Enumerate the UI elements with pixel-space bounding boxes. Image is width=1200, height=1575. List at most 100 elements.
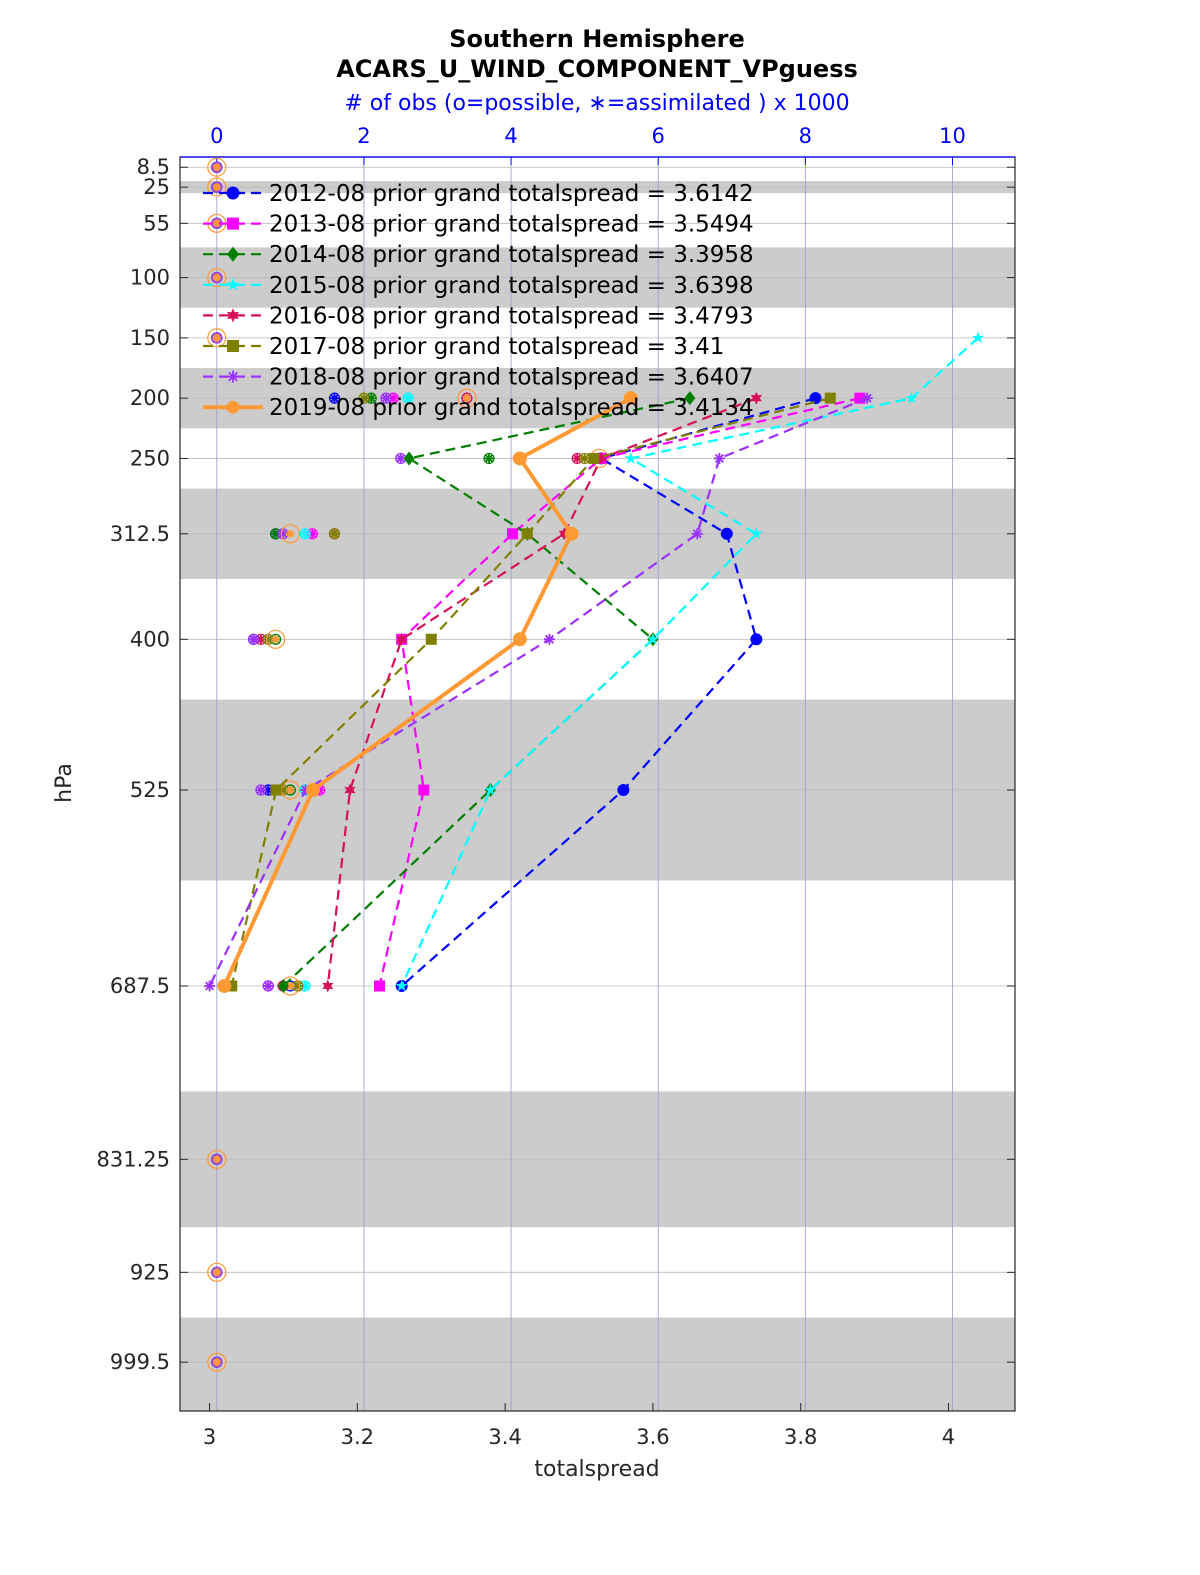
data-point (854, 392, 866, 404)
y-tick-label: 250 (130, 446, 170, 470)
x-tick-label: 4 (942, 1425, 955, 1449)
obs-assimilated-marker (212, 163, 221, 172)
obs-possible-marker (280, 524, 300, 544)
obs-possible-marker (358, 392, 370, 404)
obs-possible-marker (207, 1149, 227, 1169)
obs-possible-marker (207, 328, 227, 348)
legend-marker (227, 246, 239, 262)
chart-subtitle: ACARS_U_WIND_COMPONENT_VPguess (336, 55, 858, 83)
obs-possible-marker (299, 528, 311, 540)
legend-marker (227, 217, 239, 230)
series-line (230, 397, 831, 987)
obs-possible-marker (328, 392, 341, 404)
data-point (617, 784, 630, 797)
obs-possible-marker (211, 271, 223, 284)
data-point (277, 978, 289, 993)
top-tick-label: 2 (357, 124, 370, 148)
legend-marker (226, 186, 240, 200)
data-point (344, 783, 356, 797)
data-point (543, 633, 555, 645)
x-tick-label: 3.4 (488, 1425, 521, 1449)
data-point (809, 392, 822, 405)
obs-assimilated-marker (484, 453, 494, 463)
legend-entry: 2019-08 prior grand totalspread = 3.4134 (269, 395, 754, 421)
legend-entry: 2012-08 prior grand totalspread = 3.6142 (269, 181, 754, 207)
obs-assimilated-marker (212, 183, 221, 192)
x-tick-label: 3.8 (784, 1425, 817, 1449)
data-point (484, 783, 497, 796)
top-tick-label: 10 (939, 124, 966, 148)
obs-assimilated-marker (286, 529, 295, 538)
obs-possible-marker (207, 267, 227, 288)
data-point (521, 528, 533, 540)
y-tick-label: 999.5 (110, 1350, 170, 1374)
obs-assimilated-marker (263, 981, 273, 991)
data-point (720, 527, 733, 540)
obs-possible-marker (328, 528, 341, 540)
y-tick-label: 8.5 (137, 155, 170, 179)
obs-possible-marker (457, 388, 477, 408)
y-tick-label: 100 (130, 266, 170, 290)
y-tick-label: 925 (130, 1260, 170, 1284)
y-tick-label: 200 (130, 386, 170, 410)
data-point (374, 980, 386, 992)
obs-assimilated-marker (256, 785, 266, 795)
legend-marker (227, 370, 239, 383)
data-point (691, 528, 703, 540)
obs-assimilated-marker (212, 333, 221, 342)
legend-marker (226, 308, 240, 323)
obs-assimilated-marker (212, 1155, 221, 1164)
data-point (750, 391, 762, 405)
data-point (395, 979, 408, 992)
plot-area: 3 3.2 3.4 3.6 3.8 4 0 2 4 6 8 10 8.525 55 100 150 200 250… (97, 124, 1016, 1449)
data-point (204, 980, 216, 992)
shaded-band (180, 1317, 1015, 1411)
data-point (971, 331, 985, 344)
obs-assimilated-marker (329, 529, 339, 539)
y-axis-label: hPa (52, 763, 77, 803)
y-tick-label: 312.5 (110, 522, 170, 546)
obs-possible-marker (211, 1356, 223, 1368)
data-point (588, 452, 600, 464)
data-point (861, 392, 873, 404)
obs-assimilated-marker (572, 453, 582, 463)
obs-assimilated-marker (300, 529, 310, 539)
legend-marker (227, 340, 239, 352)
legend-entry: 2013-08 prior grand totalspread = 3.5494 (269, 212, 754, 238)
obs-assimilated-marker (286, 786, 295, 795)
data-point (403, 451, 415, 466)
legend-entry: 2014-08 prior grand totalspread = 3.3958 (269, 242, 754, 268)
obs-possible-marker (207, 157, 227, 177)
obs-assimilated-marker (212, 273, 221, 282)
data-point (396, 632, 408, 646)
data-point (512, 632, 527, 647)
data-point (623, 391, 638, 406)
data-point (226, 980, 238, 992)
data-point (684, 391, 696, 406)
series-line (208, 397, 868, 987)
data-point (418, 784, 430, 796)
y-tick-label: 831.25 (97, 1147, 170, 1171)
y-tick-label: 25 (143, 175, 170, 199)
obs-assimilated-marker (388, 393, 398, 403)
legend-entry: 2018-08 prior grand totalspread = 3.6407 (269, 365, 754, 391)
y-tick-label: 687.5 (110, 974, 170, 998)
obs-assimilated-marker (271, 635, 280, 644)
data-point (595, 451, 607, 465)
x-axis-label: totalspread (534, 1457, 659, 1482)
y-tick-label: 400 (130, 627, 170, 651)
obs-assimilated-marker (396, 453, 406, 463)
legend-entry: 2017-08 prior grand totalspread = 3.41 (269, 334, 724, 360)
obs-possible-marker (207, 1352, 227, 1372)
x-tick-label: 3 (203, 1425, 216, 1449)
chart-title: Southern Hemisphere (449, 25, 745, 53)
x-tick-label: 3.2 (341, 1425, 374, 1449)
obs-possible-marker (211, 161, 223, 173)
data-point (217, 978, 232, 993)
obs-assimilated-marker (263, 634, 273, 644)
obs-assimilated-marker (462, 394, 471, 403)
top-tick-label: 4 (504, 124, 517, 148)
data-point (558, 527, 570, 541)
data-point (824, 392, 836, 404)
